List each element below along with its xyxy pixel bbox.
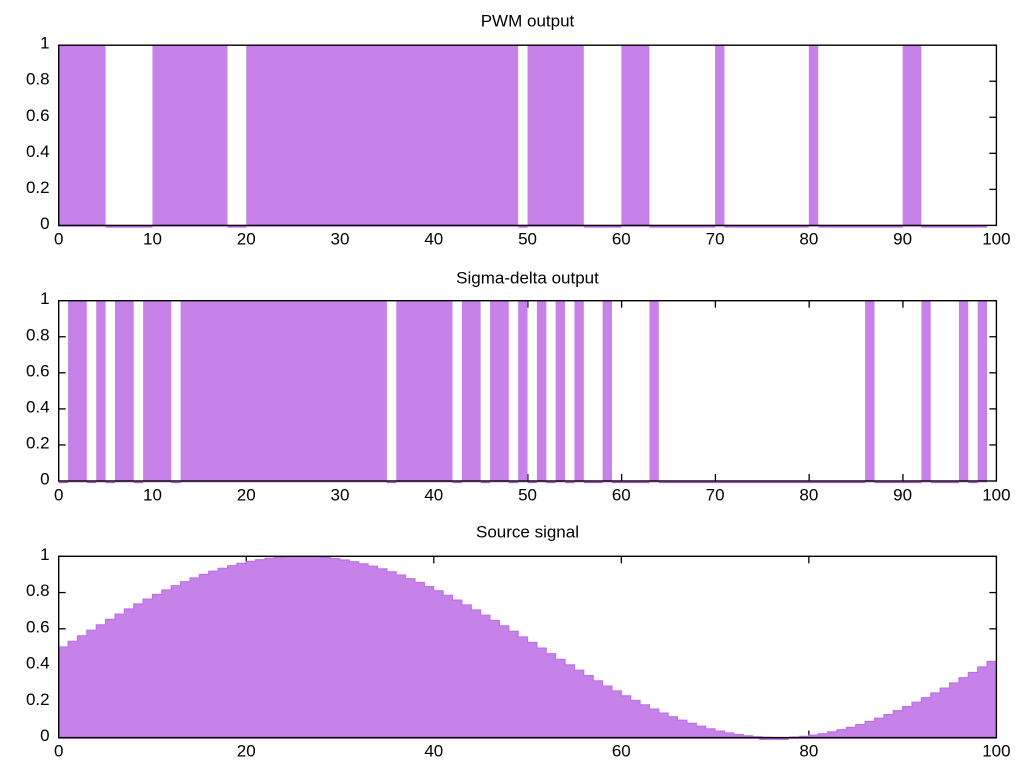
- svg-text:0.2: 0.2: [26, 690, 50, 709]
- svg-text:10: 10: [143, 485, 162, 504]
- svg-text:0: 0: [40, 470, 49, 489]
- svg-text:Source signal: Source signal: [476, 523, 579, 542]
- svg-text:0.6: 0.6: [26, 106, 50, 125]
- svg-text:0.8: 0.8: [26, 581, 50, 600]
- svg-text:70: 70: [706, 229, 725, 248]
- svg-text:20: 20: [237, 485, 256, 504]
- svg-text:40: 40: [424, 229, 443, 248]
- svg-text:50: 50: [518, 229, 537, 248]
- svg-text:0: 0: [40, 726, 49, 745]
- svg-text:0.2: 0.2: [26, 433, 50, 452]
- svg-text:1: 1: [40, 545, 49, 564]
- svg-text:0: 0: [54, 485, 63, 504]
- svg-text:100: 100: [982, 229, 1010, 248]
- svg-text:0.4: 0.4: [26, 142, 50, 161]
- svg-text:40: 40: [424, 485, 443, 504]
- svg-text:80: 80: [799, 229, 818, 248]
- svg-text:60: 60: [612, 742, 631, 761]
- svg-text:0.2: 0.2: [26, 178, 50, 197]
- svg-text:100: 100: [982, 485, 1010, 504]
- svg-text:100: 100: [982, 742, 1010, 761]
- svg-text:30: 30: [331, 229, 350, 248]
- svg-text:10: 10: [143, 229, 162, 248]
- svg-text:80: 80: [799, 742, 818, 761]
- svg-text:30: 30: [331, 485, 350, 504]
- svg-text:0: 0: [54, 229, 63, 248]
- svg-text:0.4: 0.4: [26, 397, 50, 416]
- svg-text:1: 1: [40, 289, 49, 308]
- svg-text:0: 0: [54, 742, 63, 761]
- svg-text:0.4: 0.4: [26, 654, 50, 673]
- svg-text:PWM output: PWM output: [481, 12, 575, 31]
- svg-text:Sigma-delta output: Sigma-delta output: [456, 269, 599, 288]
- svg-text:0: 0: [40, 214, 49, 233]
- svg-text:60: 60: [612, 229, 631, 248]
- svg-text:0.8: 0.8: [26, 70, 50, 89]
- svg-text:0.6: 0.6: [26, 361, 50, 380]
- svg-text:50: 50: [518, 485, 537, 504]
- svg-text:20: 20: [237, 229, 256, 248]
- svg-text:40: 40: [424, 742, 443, 761]
- svg-text:90: 90: [893, 485, 912, 504]
- svg-text:80: 80: [799, 485, 818, 504]
- svg-text:90: 90: [893, 229, 912, 248]
- svg-text:20: 20: [237, 742, 256, 761]
- svg-text:0.6: 0.6: [26, 617, 50, 636]
- svg-text:1: 1: [40, 34, 49, 53]
- svg-text:0.8: 0.8: [26, 325, 50, 344]
- svg-text:70: 70: [706, 485, 725, 504]
- svg-text:60: 60: [612, 485, 631, 504]
